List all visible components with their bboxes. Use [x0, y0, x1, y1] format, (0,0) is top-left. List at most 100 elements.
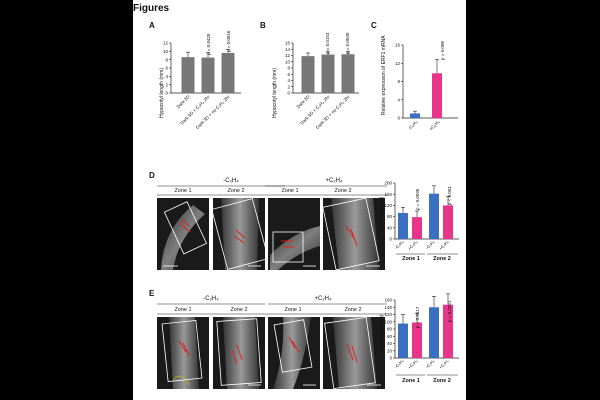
panel-e-xlabel-4: +C₂H₄ [438, 358, 450, 370]
panel-a-ytick-label: 8 [165, 57, 168, 62]
panel-b-pvalue-1: p = 0.0153 [325, 32, 330, 54]
panel-d-bar [398, 212, 408, 239]
panel-b-ytick-label: 6 [287, 72, 290, 77]
page-header: Figures [133, 3, 170, 14]
panel-d-cond-plus: +C₂H₄ [326, 178, 343, 184]
panel-a-ylabel: Hypocotyl length (mm) [159, 68, 165, 118]
panel-d-bar [412, 217, 422, 239]
panel-a-bar [201, 57, 215, 93]
panel-c-ytick-label: 8 [397, 79, 400, 84]
panel-e-yticks: 0 20 40 60 80 100 120 140 160 [384, 298, 395, 361]
panel-e-zone-1a: Zone 1 [174, 307, 191, 313]
panel-c-axes [402, 45, 458, 119]
panel-c-ytick-label: 12 [395, 61, 401, 66]
panel-d-chart-ylabel: Cell length (μm) [379, 196, 385, 232]
panel-e-ytick-label: 160 [384, 298, 392, 303]
panel-d-group-zone-1: Zone 1 [402, 256, 420, 262]
panel-b-bar [341, 54, 355, 93]
panel-b-bar [301, 56, 315, 93]
panel-a-bar [181, 57, 195, 93]
panel-a-pvalue-1: p = 0.8420 [206, 33, 211, 55]
panel-d-pvalue-2: p < 0.001 [447, 186, 452, 205]
panel-e-cond-plus: +C₂H₄ [315, 296, 332, 302]
panel-e-ytick-label: 60 [387, 334, 393, 339]
panel-e-pvalue-1: p = 0.9617 [415, 306, 420, 328]
panel-b-ytick-label: 10 [285, 59, 291, 64]
panel-d-zone-1b: Zone 1 [281, 188, 298, 194]
panel-b-xlabel-3: Dark 3D + no C₂H₄ 2hr [315, 94, 351, 130]
panel-letter-c: C [371, 21, 377, 30]
panel-e-ytick-label: 120 [384, 312, 392, 317]
panel-e-bar [412, 322, 422, 358]
panel-e-micrographs [157, 316, 385, 390]
panel-b-pvalue-2: p = 0.0030 [345, 32, 350, 54]
panel-b-bar [321, 54, 335, 93]
panel-d-micrographs [157, 197, 385, 271]
panel-c-ytick-label: 16 [395, 43, 401, 48]
panel-e-xlabel-1: -C₂H₄ [394, 358, 405, 369]
panel-c-ylabel: Relative expression of ERF1 mRNA [381, 35, 387, 115]
panel-b-ytick-label: 16 [285, 41, 291, 46]
panel-e-ytick-label: 80 [387, 327, 393, 332]
panel-a-xlabel-3: Dark 3D + no C₂H₄ 2hr [195, 94, 231, 130]
panel-d-bar [429, 193, 439, 239]
panel-d-zone-2a: Zone 2 [227, 188, 244, 194]
panel-a-yticks: 0 2 4 6 8 10 12 [163, 41, 171, 96]
panel-e-bar [398, 323, 408, 358]
panel-d-ytick-label: 80 [387, 214, 393, 219]
panel-e-zone-2b: Zone 2 [344, 307, 361, 313]
panel-b-ylabel: Hypocotyl length (mm) [272, 68, 278, 118]
panel-e-cond-minus: -C₂H₄ [203, 296, 219, 302]
panel-b-ytick-label: 4 [287, 78, 290, 83]
panel-d-xlabel-4: +C₂H₄ [438, 239, 450, 251]
panel-b-ytick-label: 12 [285, 53, 291, 58]
panel-b-ytick-label: 14 [285, 47, 291, 52]
panel-a-ytick-label: 4 [165, 74, 168, 79]
panel-letter-e: E [149, 289, 155, 298]
panel-e-xlabel-3: -C₂H₄ [425, 358, 436, 369]
panel-d-xlabel-1: -C₂H₄ [394, 239, 405, 250]
panel-e-bar [429, 307, 439, 358]
panel-e-ytick-label: 100 [384, 319, 392, 324]
panel-b-xlabel-1: Dark 3D [295, 94, 311, 110]
panel-e-ytick-label: 140 [384, 305, 392, 310]
panel-d-pvalue-1: p = 0.0036 [415, 188, 420, 210]
panel-c-xlabel-1: -C₂H₄ [407, 119, 419, 131]
panel-a-bar [221, 53, 235, 93]
panel-d-bar [443, 205, 453, 239]
panel-c-bar [432, 73, 442, 118]
panel-e-ytick-label: 0 [389, 356, 392, 361]
panel-e-group-zone-1: Zone 1 [402, 378, 420, 384]
panel-d-xlabel-2: +C₂H₄ [407, 239, 419, 251]
panel-b-bars [301, 50, 355, 93]
panel-c-yticks: 0 4 8 12 16 [395, 43, 403, 121]
panel-c-ytick-label: 4 [397, 97, 400, 102]
panel-a-pvalue-2: p = 0.0016 [226, 30, 231, 52]
panel-letter-d: D [149, 171, 155, 180]
panel-d-ytick-label: 40 [387, 225, 393, 230]
panel-e-chart-ylabel: Cell length (μm) [379, 314, 385, 350]
panel-a-ytick-label: 12 [163, 41, 169, 46]
panel-b-ytick-label: 2 [287, 84, 290, 89]
panel-d-cond-minus: -C₂H₄ [223, 178, 239, 184]
panel-b-ytick-label: 0 [287, 91, 290, 96]
panel-e-ytick-label: 20 [387, 348, 393, 353]
panel-d-yticks: 0 40 80 120 160 200 [384, 181, 395, 242]
panel-e-group-zone-2: Zone 2 [433, 378, 451, 384]
panel-e-zone-1b: Zone 1 [284, 307, 301, 313]
figure-page: Figures A 0 2 4 6 8 10 12 Hypocotyl length (mm… [133, 0, 466, 400]
panel-letter-a: A [149, 21, 155, 30]
panel-d-ytick-label: 160 [384, 192, 392, 197]
panel-c-pvalue: p = 0.008 [440, 41, 445, 60]
panel-d-ytick-label: 0 [389, 237, 392, 242]
panel-d-bars [398, 185, 453, 239]
panel-a-ytick-label: 2 [165, 82, 168, 87]
panel-e-ytick-label: 40 [387, 341, 393, 346]
panel-e-pvalue-2: p = 0.2261 [447, 300, 452, 322]
panel-a-ytick-label: 10 [163, 49, 169, 54]
panel-e-xlabel-2: +C₂H₄ [407, 358, 419, 370]
panel-a-ytick-label: 0 [165, 91, 168, 96]
panel-letter-b: B [260, 21, 266, 30]
